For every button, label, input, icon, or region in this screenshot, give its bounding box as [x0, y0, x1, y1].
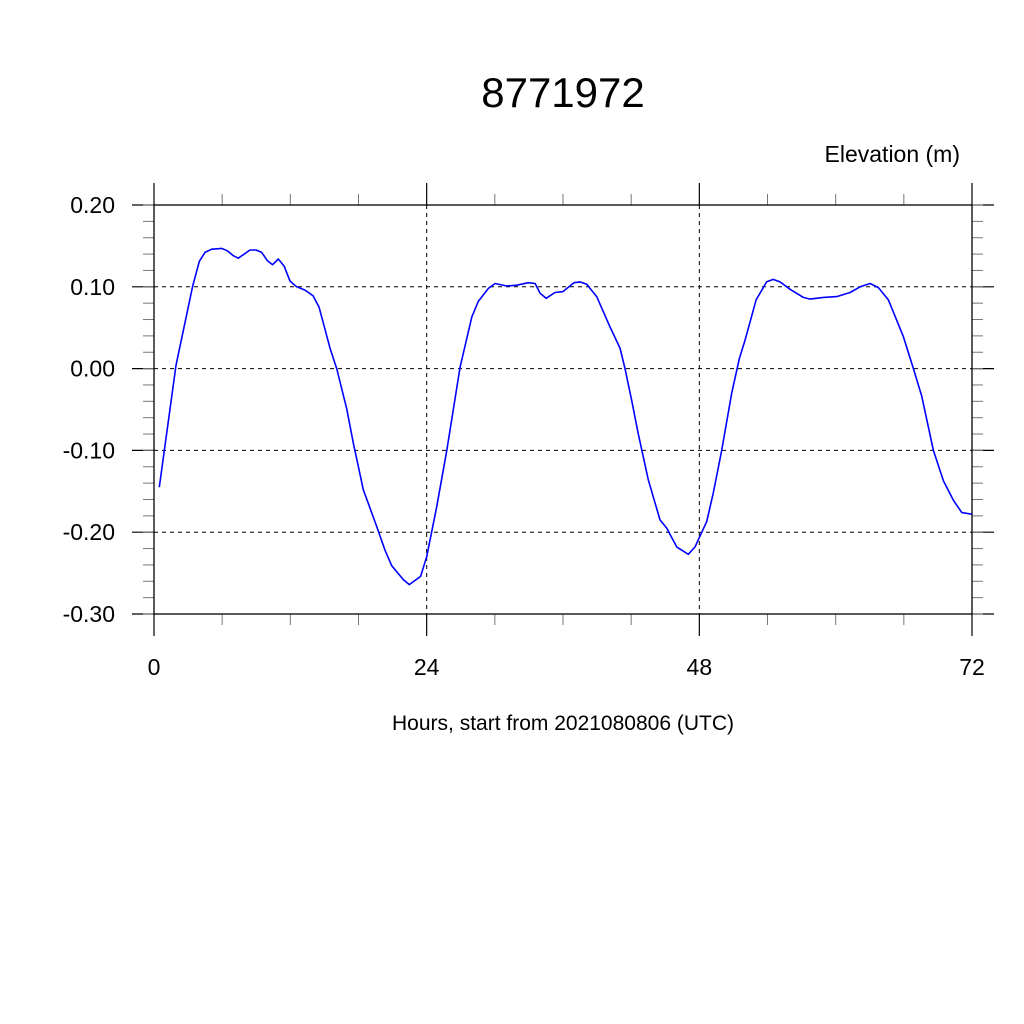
series-line-elevation: [158, 247, 972, 586]
chart-title: 8771972: [481, 69, 645, 116]
x-tick-label: 0: [148, 654, 161, 680]
y-tick-label: 0.00: [70, 356, 115, 382]
axis-ticks: [132, 183, 994, 636]
y-tick-label: -0.30: [63, 601, 115, 627]
grid-lines: [154, 204, 972, 615]
series-group: [158, 247, 972, 586]
tick-labels: 0.20 0.10 0.00 -0.10 -0.20 -0.30 0 24 48 72: [63, 192, 985, 680]
x-tick-label: 24: [414, 654, 440, 680]
y-tick-label: -0.20: [63, 519, 115, 545]
y-tick-label: 0.10: [70, 274, 115, 300]
x-axis-label: Hours, start from 2021080806 (UTC): [392, 712, 734, 735]
x-tick-label: 48: [687, 654, 713, 680]
y-axis-label: Elevation (m): [825, 141, 960, 167]
x-tick-label: 72: [959, 654, 985, 680]
y-tick-label: 0.20: [70, 192, 115, 218]
y-tick-label: -0.10: [63, 437, 115, 463]
plot-frame: [153, 204, 973, 615]
